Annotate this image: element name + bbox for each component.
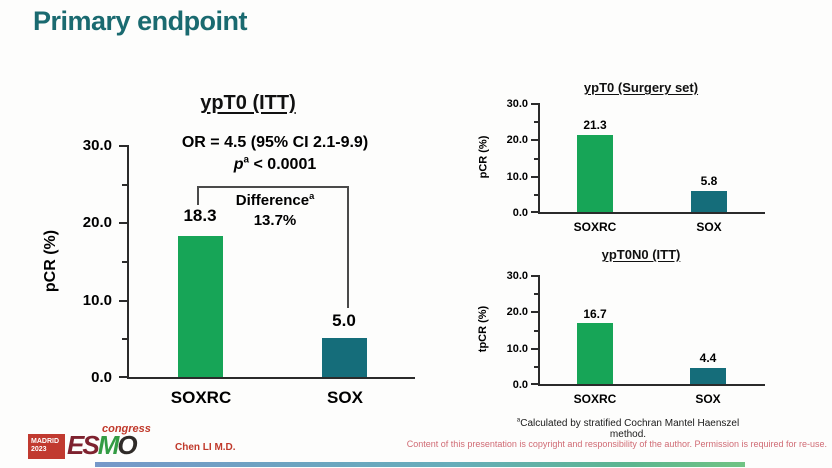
ypt0n0-tick-30 [531, 275, 538, 277]
p-symbol: p [233, 156, 244, 173]
surgery-value-soxrc: 21.3 [583, 118, 607, 132]
surgery-minor-tick-25 [534, 121, 538, 123]
surgery-tick-30 [531, 103, 538, 105]
main-minor-tick-15 [122, 261, 127, 263]
surgery-cat-sox: SOX [696, 220, 722, 234]
bracket-right-leg [347, 186, 349, 308]
main-ytick-0: 0.0 [91, 369, 112, 386]
p-superscript: a [243, 154, 250, 166]
difference-label: Difference [235, 192, 310, 209]
year-label: 2023 [31, 446, 47, 453]
difference-superscript: a [309, 191, 315, 201]
bottom-accent-bar [95, 462, 745, 467]
main-minor-tick-25 [122, 184, 127, 186]
main-y-axis-label: pCR (%) [42, 229, 60, 293]
bracket-left-leg [197, 186, 199, 205]
footnote-text: Calculated by stratified Cochran Mantel … [520, 418, 740, 440]
p-value-annotation: pa < 0.0001 [150, 154, 400, 174]
ypt0n0-y-axis-label: tpCR (%) [477, 305, 490, 353]
main-value-soxrc: 18.3 [183, 206, 217, 225]
surgery-tick-10 [531, 176, 538, 178]
footnote: aCalculated by stratified Cochran Mantel… [498, 416, 758, 440]
surgery-ytick-20: 20.0 [506, 134, 528, 146]
ypt0n0-ytick-0: 0.0 [512, 379, 528, 391]
ypt0n0-tick-0 [531, 383, 538, 385]
ypt0n0-ytick-10: 10.0 [506, 343, 528, 355]
madrid-label: MADRID [31, 438, 59, 445]
main-bar-sox [322, 338, 367, 377]
esmo-letter-o: O [117, 430, 137, 460]
ypt0n0-y-axis [538, 275, 540, 385]
ypt0n0-value-soxrc: 16.7 [583, 307, 607, 321]
ypt0n0-bar-soxrc [577, 323, 613, 384]
surgery-tick-0 [531, 211, 538, 213]
main-cat-sox: SOX [327, 388, 363, 407]
ypt0n0-minor-tick-15 [534, 330, 538, 332]
surgery-bar-soxrc [577, 135, 613, 212]
main-cat-soxrc: SOXRC [170, 388, 232, 407]
difference-annotation: Differencea [200, 191, 350, 209]
surgery-cat-soxrc: SOXRC [573, 220, 617, 234]
esmo-letters-es: ES [67, 430, 100, 460]
madrid-2023-badge: MADRID 2023 [28, 434, 65, 459]
esmo-congress-logo: congress MADRID 2023 ESMO [28, 423, 168, 464]
surgery-x-axis [538, 212, 765, 214]
main-x-axis [127, 377, 415, 379]
main-y-axis [127, 145, 129, 378]
surgery-y-axis [538, 103, 540, 213]
surgery-chart-title: ypT0 (Surgery set) [583, 80, 699, 95]
main-tick-20 [119, 222, 127, 224]
main-ytick-10: 10.0 [82, 292, 112, 309]
ypt0n0-cat-sox: SOX [695, 392, 721, 406]
page-title: Primary endpoint [33, 6, 248, 36]
or-text: OR = 4.5 (95% CI 2.1-9.9) [181, 134, 369, 151]
or-annotation: OR = 4.5 (95% CI 2.1-9.9) [150, 134, 400, 152]
surgery-tick-20 [531, 139, 538, 141]
copyright-notice: Content of this presentation is copyrigh… [406, 439, 827, 449]
main-bar-soxrc [178, 236, 223, 377]
ypt0n0-tick-20 [531, 311, 538, 313]
main-tick-0 [119, 376, 127, 378]
main-tick-30 [119, 145, 127, 147]
esmo-letter-m: M [97, 430, 120, 460]
ypt0n0-ytick-30: 30.0 [506, 270, 528, 282]
ypt0n0-x-axis [538, 384, 765, 386]
surgery-minor-tick-5 [534, 194, 538, 196]
ypt0n0-tick-10 [531, 348, 538, 350]
author-name: Chen LI M.D. [175, 442, 236, 453]
main-ytick-20: 20.0 [82, 214, 112, 231]
footnote-superscript: a [516, 416, 521, 424]
main-ytick-30: 30.0 [82, 137, 112, 154]
congress-label: congress [102, 423, 151, 435]
difference-value: 13.7% [253, 212, 297, 229]
main-chart-title: ypT0 (ITT) [200, 92, 296, 114]
ypt0n0-minor-tick-25 [534, 293, 538, 295]
ypt0n0-value-sox: 4.4 [699, 351, 717, 365]
bracket-top-line [197, 186, 347, 188]
surgery-ytick-10: 10.0 [506, 171, 528, 183]
main-value-sox: 5.0 [332, 311, 356, 330]
surgery-bar-sox [691, 191, 727, 212]
ypt0n0-chart-title: ypT0N0 (ITT) [601, 247, 681, 262]
surgery-ytick-0: 0.0 [512, 207, 528, 219]
esmo-wordmark: ESMO [67, 430, 138, 461]
surgery-ytick-30: 30.0 [506, 98, 528, 110]
p-value-text: < 0.0001 [249, 156, 317, 173]
main-tick-10 [119, 300, 127, 302]
surgery-y-axis-label: pCR (%) [477, 135, 490, 179]
surgery-value-sox: 5.8 [700, 174, 718, 188]
ypt0n0-minor-tick-5 [534, 366, 538, 368]
surgery-minor-tick-15 [534, 158, 538, 160]
main-minor-tick-5 [122, 338, 127, 340]
ypt0n0-bar-sox [690, 368, 726, 384]
ypt0n0-ytick-20: 20.0 [506, 306, 528, 318]
ypt0n0-cat-soxrc: SOXRC [573, 392, 617, 406]
